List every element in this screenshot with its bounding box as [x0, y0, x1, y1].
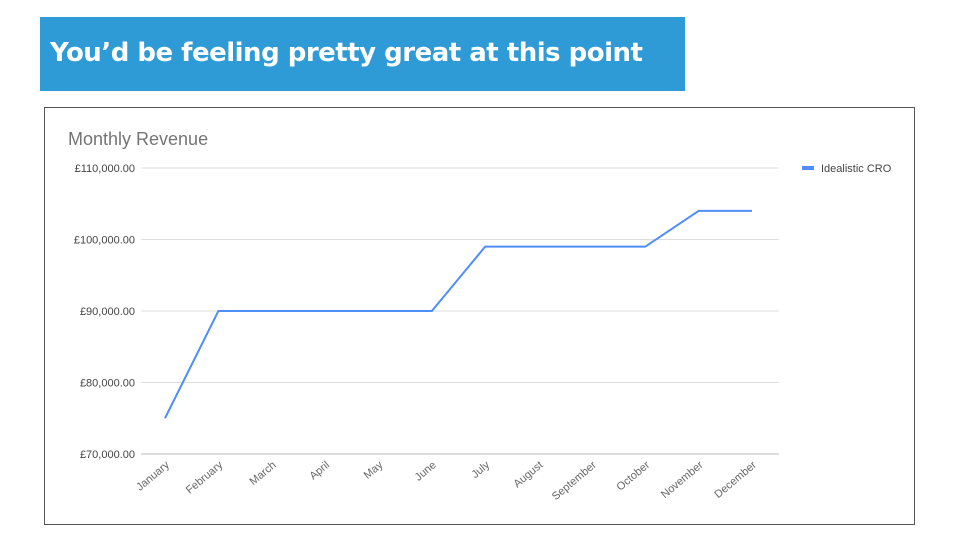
x-tick-label: August: [512, 459, 546, 490]
legend-label: Idealistic CRO: [821, 163, 892, 175]
y-tick-label: £110,000.00: [75, 163, 135, 175]
x-tick-label: July: [469, 459, 492, 481]
title-banner: You’d be feeling pretty great at this po…: [40, 17, 685, 91]
x-tick-label: January: [134, 459, 172, 494]
x-tick-label: May: [362, 459, 386, 482]
line-chart: Monthly Revenue £70,000.00 £80,000.00 £90,…: [68, 129, 892, 503]
x-tick-label: December: [712, 459, 759, 501]
x-tick-label: November: [659, 459, 706, 501]
y-tick-label: £80,000.00: [80, 378, 135, 390]
legend: Idealistic CRO: [802, 163, 892, 175]
legend-swatch: [802, 166, 814, 170]
x-tick-label: June: [413, 459, 439, 484]
y-tick-label: £100,000.00: [74, 235, 135, 247]
y-tick-label: £70,000.00: [80, 449, 135, 461]
x-tick-label: February: [184, 459, 226, 497]
x-tick-label: September: [550, 459, 599, 503]
x-tick-label: April: [307, 459, 332, 482]
x-tick-label: March: [248, 459, 279, 488]
chart-container: Monthly Revenue £70,000.00 £80,000.00 £90,…: [44, 107, 915, 525]
chart-title: Monthly Revenue: [68, 129, 208, 149]
x-tick-label: October: [615, 459, 653, 494]
slide-title: You’d be feeling pretty great at this po…: [50, 38, 643, 68]
series-line: [164, 209, 752, 419]
y-tick-label: £90,000.00: [80, 306, 135, 318]
